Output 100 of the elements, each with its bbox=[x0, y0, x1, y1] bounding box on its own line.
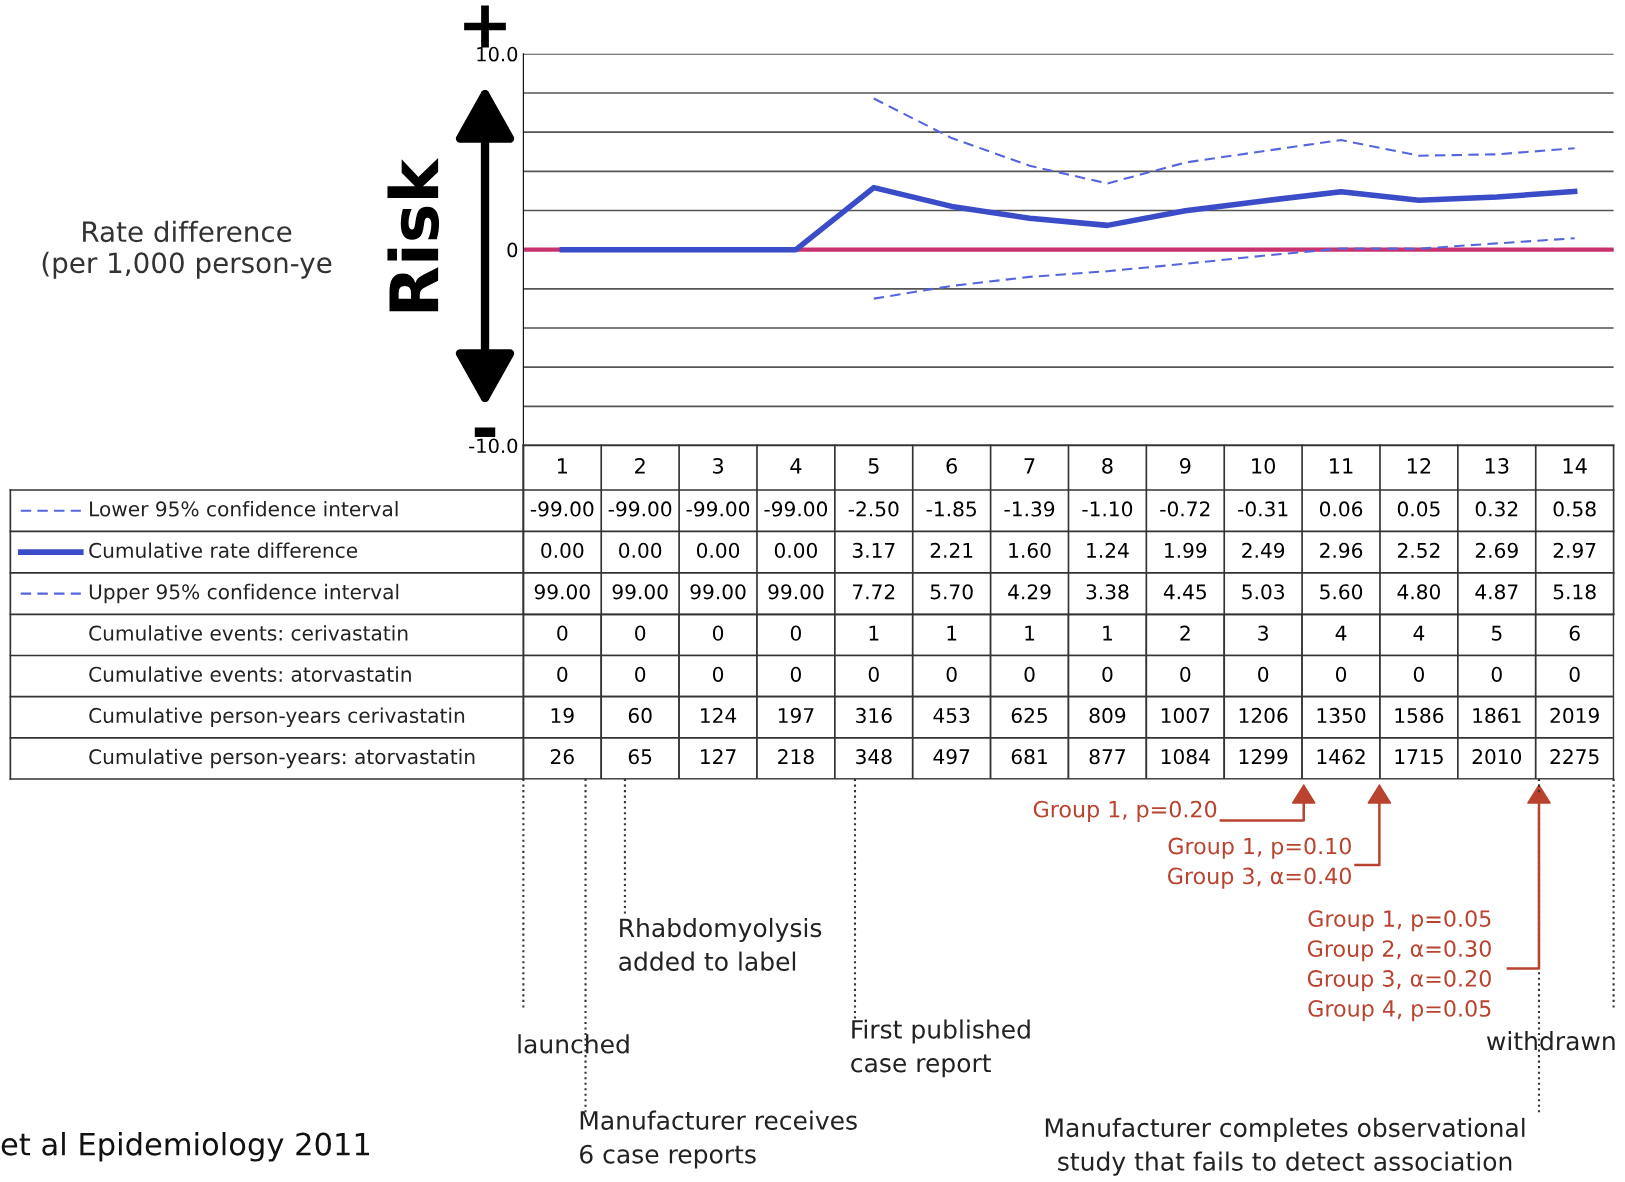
data-label: 6 bbox=[1569, 625, 1580, 641]
data-label: 4.80 bbox=[1397, 584, 1440, 600]
data-label: 0.06 bbox=[1319, 501, 1363, 517]
text: First published case report bbox=[851, 1019, 1030, 1078]
text: -99.00 bbox=[686, 501, 750, 517]
data-label: 1299 bbox=[1239, 749, 1288, 765]
text: -99.00 bbox=[764, 501, 828, 517]
data-label: 124 bbox=[701, 707, 737, 723]
data-label: 2275 bbox=[1550, 749, 1599, 765]
data-label: 2019 bbox=[1550, 707, 1599, 724]
data-label: 0 bbox=[1180, 666, 1191, 682]
data-label: 0.00 bbox=[696, 542, 740, 558]
text: 99.00 bbox=[534, 584, 590, 600]
text: withdrawn bbox=[1486, 1031, 1615, 1051]
data-label: 1 bbox=[1103, 625, 1112, 641]
data-label: 65 bbox=[628, 749, 652, 765]
data-label: 0 bbox=[635, 666, 646, 682]
data-label: 4 bbox=[1413, 625, 1425, 641]
text: Group 1, p=0.05 Group 2, α=0.30 Group 3, α=0.20 Group 4, p=0.05 bbox=[1307, 910, 1491, 1022]
data-label: 5.70 bbox=[930, 584, 973, 600]
data-label: 0.32 bbox=[1475, 501, 1518, 517]
category-label: 8 bbox=[1102, 458, 1113, 474]
data-label: 0 bbox=[1258, 666, 1269, 682]
data-label: 1084 bbox=[1161, 749, 1210, 765]
data-label: 0 bbox=[557, 625, 568, 641]
data-label: 1 bbox=[869, 625, 879, 641]
data-label: 1.60 bbox=[1009, 542, 1051, 558]
y-tick-label: -10.0 bbox=[469, 438, 518, 454]
data-label: -1.85 bbox=[926, 501, 976, 517]
category-label: Cumulative person-years: atorvastatin bbox=[89, 748, 475, 769]
y-axis-title: Rate difference (per 1,000 person-ye bbox=[42, 220, 332, 279]
data-label: 5 bbox=[1491, 625, 1502, 641]
data-label: 0 bbox=[1491, 666, 1502, 682]
data-label: 4 bbox=[1335, 625, 1347, 641]
text: 99.00 bbox=[612, 584, 668, 600]
data-label: 0 bbox=[1413, 666, 1424, 682]
data-label: 5.03 bbox=[1242, 584, 1284, 600]
text: Group 1, p=0.10 Group 3, α=0.40 bbox=[1167, 837, 1351, 889]
data-label: -0.31 bbox=[1238, 501, 1288, 517]
data-label: 1462 bbox=[1317, 749, 1365, 765]
data-label: 809 bbox=[1089, 707, 1126, 724]
data-label: 19 bbox=[551, 707, 574, 724]
data-label: 1350 bbox=[1317, 707, 1366, 724]
legend-label: Cumulative rate difference bbox=[89, 542, 358, 558]
data-label: 681 bbox=[1011, 749, 1047, 765]
line-series bbox=[872, 97, 1576, 185]
category-label: 12 bbox=[1407, 458, 1431, 474]
data-label: -2.50 bbox=[848, 501, 899, 517]
data-label: 0 bbox=[712, 666, 724, 682]
text: + bbox=[464, 5, 506, 48]
data-label: 0 bbox=[635, 625, 646, 641]
category-label: 3 bbox=[713, 458, 723, 474]
line-series bbox=[872, 237, 1576, 300]
data-label: 3 bbox=[1258, 625, 1268, 641]
data-label: 5.60 bbox=[1320, 584, 1363, 600]
data-label: 0.58 bbox=[1553, 501, 1596, 517]
data-label: 0 bbox=[1335, 666, 1347, 682]
data-label: 0 bbox=[712, 625, 724, 641]
legend-label: Lower 95% confidence interval bbox=[90, 500, 398, 517]
data-label: 2.52 bbox=[1397, 542, 1440, 558]
data-label: 3.17 bbox=[852, 542, 895, 558]
data-label: 0.00 bbox=[541, 542, 584, 558]
text: launched bbox=[518, 1034, 629, 1054]
legend-label: Upper 95% confidence interval bbox=[89, 583, 399, 604]
data-label: 7.72 bbox=[853, 584, 895, 600]
data-label: 0 bbox=[868, 666, 879, 682]
category-label: 13 bbox=[1485, 458, 1509, 474]
data-label: 197 bbox=[778, 707, 814, 724]
data-label: 0 bbox=[790, 625, 801, 641]
data-label: 4.87 bbox=[1475, 584, 1518, 600]
data-label: 1.24 bbox=[1087, 542, 1129, 558]
y-tick-label: 0 bbox=[507, 242, 518, 258]
text: Group 1, p=0.20 bbox=[1033, 800, 1217, 822]
text: Manufacturer receives 6 case reports bbox=[580, 1110, 857, 1169]
text: Risk bbox=[387, 157, 440, 312]
data-label: 127 bbox=[701, 749, 736, 764]
text: - bbox=[474, 427, 496, 437]
category-label: Cumulative events: atorvastatin bbox=[89, 666, 411, 682]
category-label: 9 bbox=[1179, 458, 1191, 474]
category-label: Cumulative person-years cerivastatin bbox=[89, 707, 465, 727]
data-label: 2 bbox=[1180, 625, 1190, 641]
category-label: 4 bbox=[790, 458, 802, 474]
data-label: 348 bbox=[856, 749, 892, 765]
data-label: 0 bbox=[1102, 666, 1113, 682]
data-label: -1.10 bbox=[1082, 501, 1133, 517]
category-label: 7 bbox=[1024, 458, 1035, 474]
category-label: 14 bbox=[1563, 458, 1587, 474]
category-label: 10 bbox=[1252, 458, 1276, 474]
data-label: 2010 bbox=[1472, 749, 1522, 765]
data-label: 2.69 bbox=[1475, 542, 1518, 558]
text: Rhabdomyolysis added to label bbox=[619, 917, 822, 971]
data-label: 625 bbox=[1011, 707, 1047, 724]
data-label: 0 bbox=[790, 666, 801, 682]
data-label: 1 bbox=[1025, 625, 1035, 641]
data-label: 877 bbox=[1089, 749, 1125, 765]
text: et al Epidemiology 2011 bbox=[1, 1131, 370, 1162]
data-label: 0.00 bbox=[619, 542, 662, 558]
data-label: 0.00 bbox=[774, 542, 817, 558]
data-label: 2.49 bbox=[1242, 542, 1285, 558]
data-label: 1715 bbox=[1395, 749, 1443, 765]
